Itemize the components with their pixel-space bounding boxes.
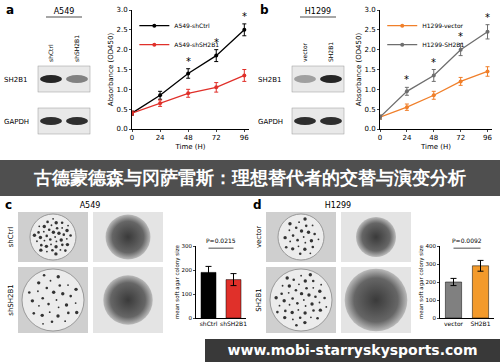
svg-text:SH2B1: SH2B1: [327, 42, 334, 62]
svg-text:vector: vector: [301, 42, 308, 62]
svg-text:300: 300: [425, 261, 436, 267]
svg-text:shCtrl: shCtrl: [200, 320, 218, 327]
svg-text:*: *: [458, 31, 463, 42]
svg-text:Time (H): Time (H): [174, 143, 205, 151]
svg-text:0: 0: [378, 134, 382, 142]
svg-text:shSH2B1: shSH2B1: [73, 35, 80, 62]
svg-text:1.5: 1.5: [364, 66, 375, 74]
svg-text:3.0: 3.0: [364, 6, 375, 14]
svg-text:3.0: 3.0: [116, 6, 127, 14]
svg-text:shSH2B1: shSH2B1: [7, 284, 15, 316]
svg-text:Absorbance (OD450): Absorbance (OD450): [355, 33, 363, 107]
svg-text:H1299: H1299: [325, 201, 351, 210]
svg-text:shCtrl: shCtrl: [47, 44, 54, 62]
svg-text:0: 0: [432, 315, 436, 321]
svg-text:1.0: 1.0: [116, 86, 127, 94]
svg-text:0.5: 0.5: [116, 106, 127, 114]
html-text:古德蒙德森与冈萨雷斯：理想替代者的交替与演变分析: 古德蒙德森与冈萨雷斯：理想替代者的交替与演变分析: [34, 167, 466, 188]
svg-text:shSH2B1: shSH2B1: [220, 320, 247, 327]
svg-text:d: d: [253, 198, 262, 212]
svg-text:A549: A549: [80, 201, 101, 210]
svg-text:SH2B1: SH2B1: [258, 76, 281, 84]
svg-text:vector: vector: [444, 320, 464, 327]
svg-text:0.0: 0.0: [364, 125, 375, 133]
svg-text:GAPDH: GAPDH: [4, 118, 29, 126]
svg-text:P=0.0215: P=0.0215: [206, 237, 236, 244]
svg-text:72: 72: [456, 134, 465, 142]
svg-text:mean soft agar colony size: mean soft agar colony size: [418, 244, 425, 319]
svg-text:2.5: 2.5: [116, 26, 127, 34]
svg-text:0: 0: [188, 315, 192, 321]
html-text:www.mobi-starryskysports.com: www.mobi-starryskysports.com: [227, 342, 478, 358]
svg-text:Absorbance (OD450): Absorbance (OD450): [107, 33, 115, 107]
svg-text:*: *: [431, 57, 436, 68]
svg-text:300: 300: [181, 243, 192, 249]
svg-text:48: 48: [429, 134, 438, 142]
svg-text:c: c: [5, 198, 12, 212]
svg-text:SH2B1: SH2B1: [255, 288, 263, 311]
svg-text:24: 24: [402, 134, 411, 142]
svg-text:*: *: [214, 37, 219, 48]
svg-text:H1299-SH2B1: H1299-SH2B1: [422, 41, 464, 48]
svg-text:200: 200: [181, 267, 192, 273]
svg-text:*: *: [485, 12, 490, 23]
svg-text:a: a: [6, 3, 14, 17]
svg-text:H1299: H1299: [305, 7, 331, 16]
svg-text:96: 96: [483, 134, 492, 142]
svg-text:A549: A549: [54, 7, 75, 16]
svg-text:P=0.0092: P=0.0092: [452, 237, 482, 244]
svg-text:SH2B1: SH2B1: [4, 76, 27, 84]
svg-text:*: *: [404, 74, 409, 85]
svg-text:2.0: 2.0: [116, 46, 127, 54]
svg-text:SH2B1: SH2B1: [470, 320, 490, 327]
svg-text:400: 400: [425, 243, 436, 249]
svg-text:200: 200: [425, 279, 436, 285]
svg-text:A549-shSH2B1: A549-shSH2B1: [174, 41, 219, 48]
svg-text:2.0: 2.0: [364, 46, 375, 54]
svg-text:*: *: [186, 56, 191, 67]
svg-text:48: 48: [184, 134, 193, 142]
svg-text:24: 24: [156, 134, 165, 142]
svg-text:100: 100: [181, 291, 192, 297]
svg-text:H1299-vector: H1299-vector: [422, 22, 463, 29]
svg-text:1.0: 1.0: [364, 86, 375, 94]
svg-text:0.5: 0.5: [364, 106, 375, 114]
svg-text:100: 100: [425, 297, 436, 303]
svg-text:2.5: 2.5: [364, 26, 375, 34]
svg-text:96: 96: [240, 134, 249, 142]
svg-text:A549-shCtrl: A549-shCtrl: [174, 22, 210, 29]
svg-text:0.0: 0.0: [116, 125, 127, 133]
svg-text:vector: vector: [255, 226, 263, 248]
svg-text:0: 0: [130, 134, 134, 142]
svg-text:shCtrl: shCtrl: [7, 227, 15, 248]
svg-text:GAPDH: GAPDH: [258, 118, 283, 126]
svg-text:mean soft agar colony size: mean soft agar colony size: [174, 244, 181, 319]
svg-text:72: 72: [212, 134, 221, 142]
svg-text:Time (H): Time (H): [420, 143, 451, 151]
svg-text:*: *: [242, 11, 247, 22]
svg-text:1.5: 1.5: [116, 66, 127, 74]
svg-text:b: b: [260, 3, 269, 17]
